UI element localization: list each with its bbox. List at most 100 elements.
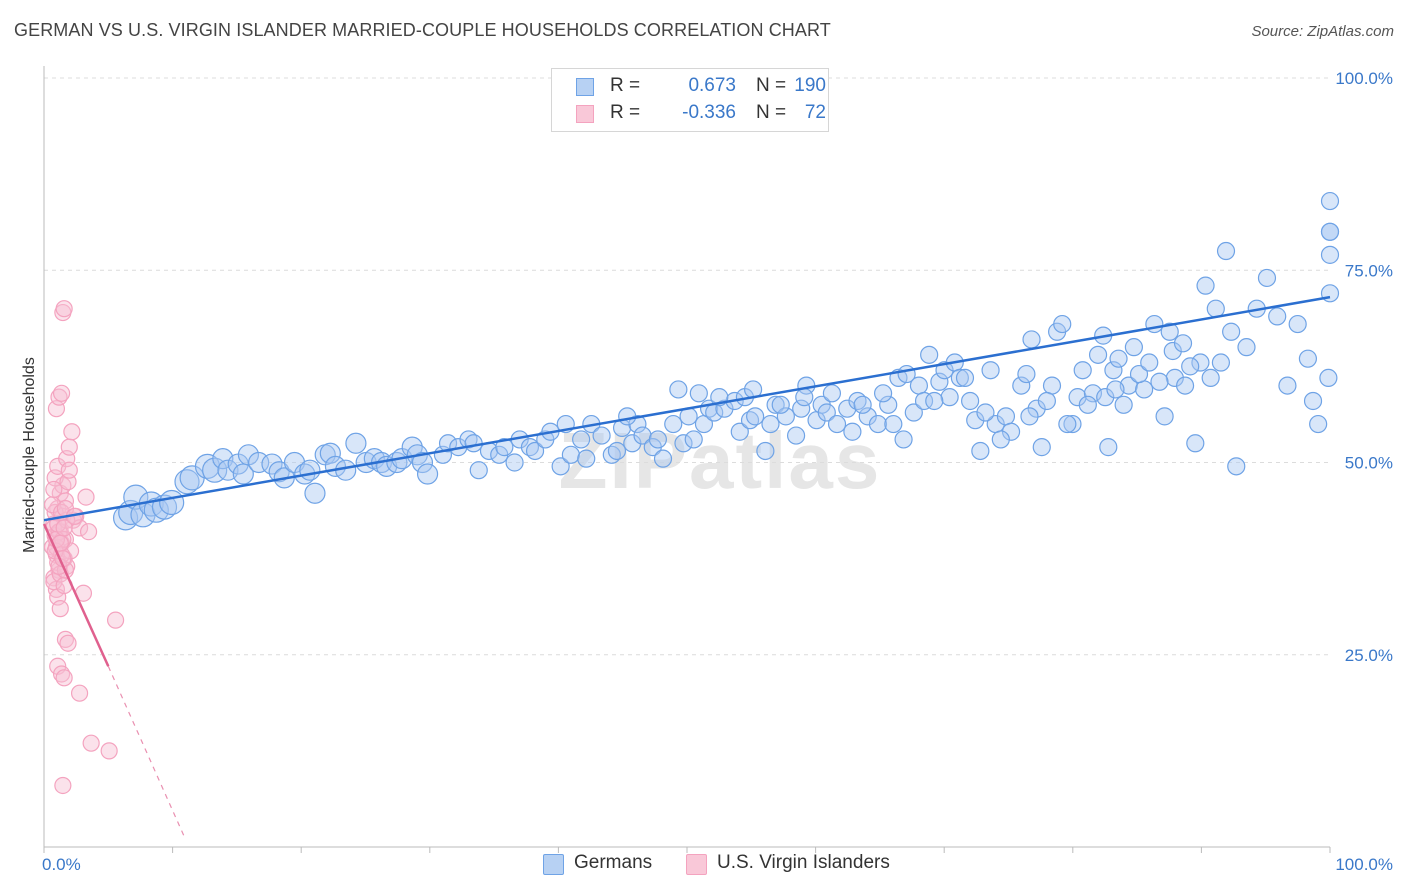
point-virgin-islanders (60, 461, 78, 479)
point-germans (1319, 368, 1338, 388)
trendline-virgin-islanders (42, 523, 110, 667)
point-germans (1106, 380, 1125, 399)
point-germans (976, 403, 995, 422)
point-germans (304, 482, 326, 504)
point-germans (1053, 314, 1072, 334)
point-germans (1124, 338, 1143, 357)
point-germans (689, 384, 708, 403)
bottom-legend-label-virgin-islanders: U.S. Virgin Islanders (717, 852, 890, 873)
point-germans (1237, 338, 1256, 357)
point-germans (766, 395, 785, 414)
point-germans (1309, 414, 1328, 434)
trendline-virgin-islanders-extrapolated (107, 666, 187, 840)
point-germans (1155, 407, 1174, 426)
point-germans (1088, 345, 1108, 364)
point-germans (1058, 414, 1077, 434)
point-germans (897, 364, 916, 384)
bottom-legend-label-germans: Germans (574, 852, 653, 873)
points-layer (43, 191, 1340, 795)
chart-source: Source: ZipAtlas.com (1251, 23, 1394, 40)
point-germans (525, 441, 545, 461)
axis-layer (43, 66, 1331, 853)
point-germans (914, 391, 934, 411)
point-germans (1027, 399, 1046, 418)
y-tick-label: 75.0% (1345, 261, 1393, 280)
point-germans (345, 432, 367, 454)
point-germans (873, 384, 893, 403)
point-virgin-islanders (55, 669, 73, 687)
point-germans (1211, 353, 1231, 372)
point-germans (1020, 407, 1039, 426)
point-germans (669, 380, 688, 399)
legend-r-label: R = (610, 102, 641, 123)
point-germans (174, 469, 200, 495)
point-germans (607, 441, 627, 461)
point-germans (838, 399, 857, 418)
point-germans (858, 407, 877, 426)
point-germans (1109, 349, 1128, 368)
point-virgin-islanders (70, 684, 89, 702)
y-tick-label: 50.0% (1345, 454, 1393, 473)
point-germans (1140, 353, 1159, 372)
point-germans (1288, 314, 1307, 334)
point-germans (1150, 372, 1169, 391)
point-germans (299, 459, 321, 481)
legend-n-label: N = (756, 102, 787, 123)
point-germans (551, 457, 570, 476)
point-germans (1042, 376, 1062, 395)
point-germans (495, 438, 514, 457)
point-germans (1257, 268, 1277, 288)
point-germans (1191, 353, 1210, 372)
point-germans (930, 372, 949, 391)
point-germans (868, 414, 888, 434)
point-germans (817, 403, 836, 422)
point-germans (1268, 307, 1287, 326)
watermark: ZIPatlas (559, 416, 882, 505)
point-germans (438, 434, 458, 453)
point-germans (159, 489, 185, 516)
point-germans (761, 414, 780, 434)
point-germans (776, 407, 795, 426)
point-virgin-islanders (106, 611, 125, 629)
point-virgin-islanders (51, 600, 69, 618)
point-germans (628, 414, 647, 434)
point-germans (674, 434, 693, 453)
point-germans (1001, 422, 1021, 441)
tick-layer: 25.0% 50.0% 75.0% 100.0% 0.0% 100.0% (42, 69, 1393, 874)
point-virgin-islanders (82, 734, 100, 752)
point-virgin-islanders (63, 423, 81, 441)
point-germans (1073, 361, 1092, 380)
point-germans (1222, 322, 1241, 341)
point-germans (592, 426, 611, 445)
point-virgin-islanders (55, 300, 73, 318)
point-germans (971, 441, 990, 461)
point-germans (653, 449, 673, 468)
point-virgin-islanders (52, 384, 71, 402)
point-virgin-islanders (79, 523, 98, 541)
point-germans (319, 442, 341, 464)
point-germans (1298, 349, 1318, 368)
point-germans (925, 391, 944, 411)
y-tick-label: 25.0% (1345, 646, 1393, 665)
point-germans (561, 445, 580, 464)
point-germans (416, 463, 439, 485)
legend-swatch-virgin-islanders (576, 105, 594, 123)
point-germans (1175, 376, 1195, 395)
legend-n-label: N = (756, 75, 787, 96)
x-tick-label: 100.0% (1335, 855, 1393, 874)
legend-n-value: 72 (804, 102, 826, 123)
bottom-legend-swatch-virgin-islanders (686, 854, 707, 875)
legend-box: R = 0.673 N = 190 R = -0.336 N = 72 (551, 68, 829, 132)
trendline-germans (43, 295, 1331, 522)
point-germans (904, 403, 923, 422)
point-germans (920, 345, 939, 364)
trend-layer (42, 295, 1331, 840)
point-germans (746, 407, 765, 426)
point-germans (715, 399, 734, 418)
point-virgin-islanders (55, 519, 73, 537)
point-germans (572, 430, 591, 449)
point-germans (1037, 391, 1056, 411)
point-germans (894, 430, 913, 449)
point-germans (577, 449, 596, 468)
point-germans (633, 426, 652, 445)
